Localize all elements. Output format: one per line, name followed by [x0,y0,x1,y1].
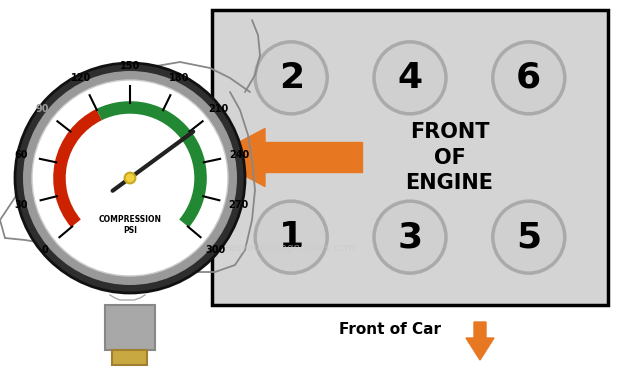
Text: 1: 1 [279,220,304,254]
Text: 240: 240 [229,150,250,160]
Circle shape [255,42,327,114]
Circle shape [493,42,565,114]
Circle shape [374,42,446,114]
Text: 6: 6 [516,61,541,95]
Text: FRONT
OF
ENGINE: FRONT OF ENGINE [405,122,494,193]
Circle shape [493,201,565,273]
Text: 0: 0 [41,245,48,255]
FancyArrow shape [210,129,363,186]
Text: 30: 30 [15,200,28,210]
Text: 60: 60 [14,150,27,160]
Text: 150: 150 [120,61,140,71]
FancyBboxPatch shape [105,305,155,350]
Text: 3: 3 [397,220,423,254]
FancyArrow shape [466,322,494,360]
Text: easyautodiagnostics.com: easyautodiagnostics.com [224,243,356,253]
Circle shape [23,71,237,285]
Text: 2: 2 [279,61,304,95]
Circle shape [125,172,135,183]
FancyBboxPatch shape [212,10,608,305]
Text: 180: 180 [169,73,189,82]
Text: 210: 210 [208,104,228,114]
Circle shape [255,201,327,273]
Text: 300: 300 [205,245,226,255]
Text: COMPRESSION
PSI: COMPRESSION PSI [98,215,161,235]
Circle shape [32,80,228,276]
Text: 4: 4 [397,61,423,95]
Text: 90: 90 [35,104,49,114]
Text: Front of Car: Front of Car [339,322,441,338]
Text: 5: 5 [516,220,541,254]
Text: 120: 120 [71,73,91,82]
FancyBboxPatch shape [112,350,147,365]
Circle shape [15,63,245,293]
Text: 270: 270 [228,200,248,210]
Circle shape [374,201,446,273]
